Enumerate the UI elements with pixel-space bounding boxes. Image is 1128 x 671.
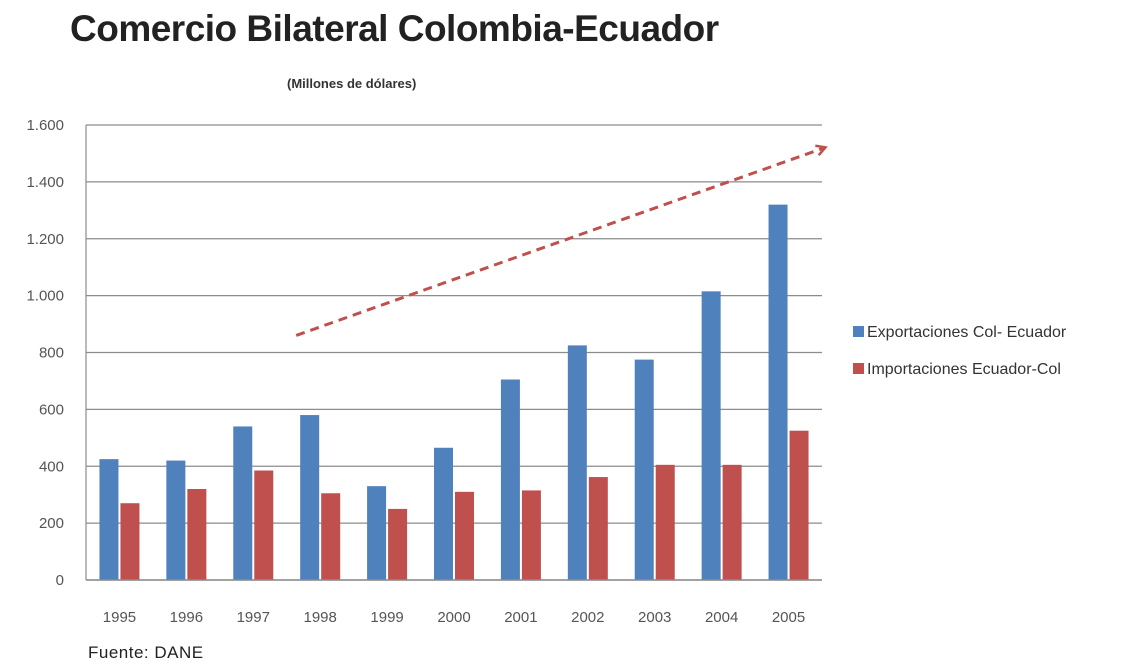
bar-exportaciones [300,415,320,580]
bar-importaciones [388,508,408,580]
chart-source: Fuente: DANE [88,643,204,662]
y-tick-label: 1.600 [26,117,64,134]
chart-subtitle: (Millones de dólares) [287,76,417,91]
x-tick-label: 2005 [772,609,805,626]
bar-importaciones [655,464,675,580]
y-tick-label: 800 [39,345,64,362]
bar-importaciones [789,430,809,580]
trend-arrow [295,148,824,337]
axes: 0 200 400 600 800 1.000 1.200 1.400 1.600 1995 199… [26,117,822,626]
x-tick-label: 2000 [437,609,470,626]
bar-exportaciones [634,359,654,580]
x-tick-label: 1995 [103,609,136,626]
bar-importaciones [187,489,207,580]
bar-exportaciones [166,460,186,580]
legend-label: Importaciones Ecuador-Col [867,361,1061,378]
bar-exportaciones [500,379,520,580]
x-tick-label: 1998 [303,609,336,626]
x-tick-label: 2002 [571,609,604,626]
x-tick-label: 1996 [170,609,203,626]
chart-title: Comercio Bilateral Colombia-Ecuador [70,8,719,49]
legend-swatch [853,326,864,337]
bar-exportaciones [367,486,387,580]
y-tick-label: 600 [39,401,64,418]
legend-swatch [853,363,864,374]
annotations [295,148,824,337]
x-tick-label: 2003 [638,609,671,626]
bar-exportaciones [99,459,119,580]
bar-importaciones [722,464,742,580]
y-tick-label: 200 [39,515,64,532]
bar-exportaciones [567,345,587,580]
legend: Exportaciones Col- Ecuador Importaciones … [853,324,1067,378]
bar-importaciones [120,503,140,580]
y-tick-label: 1.200 [26,231,64,248]
x-tick-label: 2001 [504,609,537,626]
bar-importaciones [455,491,474,580]
bar-importaciones [521,490,541,580]
y-tick-label: 0 [56,572,64,589]
bar-exportaciones [233,426,253,580]
x-tick-label: 1997 [237,609,270,626]
bar-importaciones [588,477,608,580]
bar-exportaciones [701,291,721,580]
bar-exportaciones [434,447,453,580]
y-tick-label: 400 [39,458,64,475]
bars [99,204,809,580]
bar-importaciones [254,470,274,580]
y-tick-label: 1.000 [26,288,64,305]
x-tick-label: 2004 [705,609,738,626]
bar-importaciones [321,493,341,580]
x-tick-label: 1999 [370,609,403,626]
legend-label: Exportaciones Col- Ecuador [867,324,1067,341]
bar-exportaciones [768,204,788,580]
y-tick-label: 1.400 [26,174,64,191]
